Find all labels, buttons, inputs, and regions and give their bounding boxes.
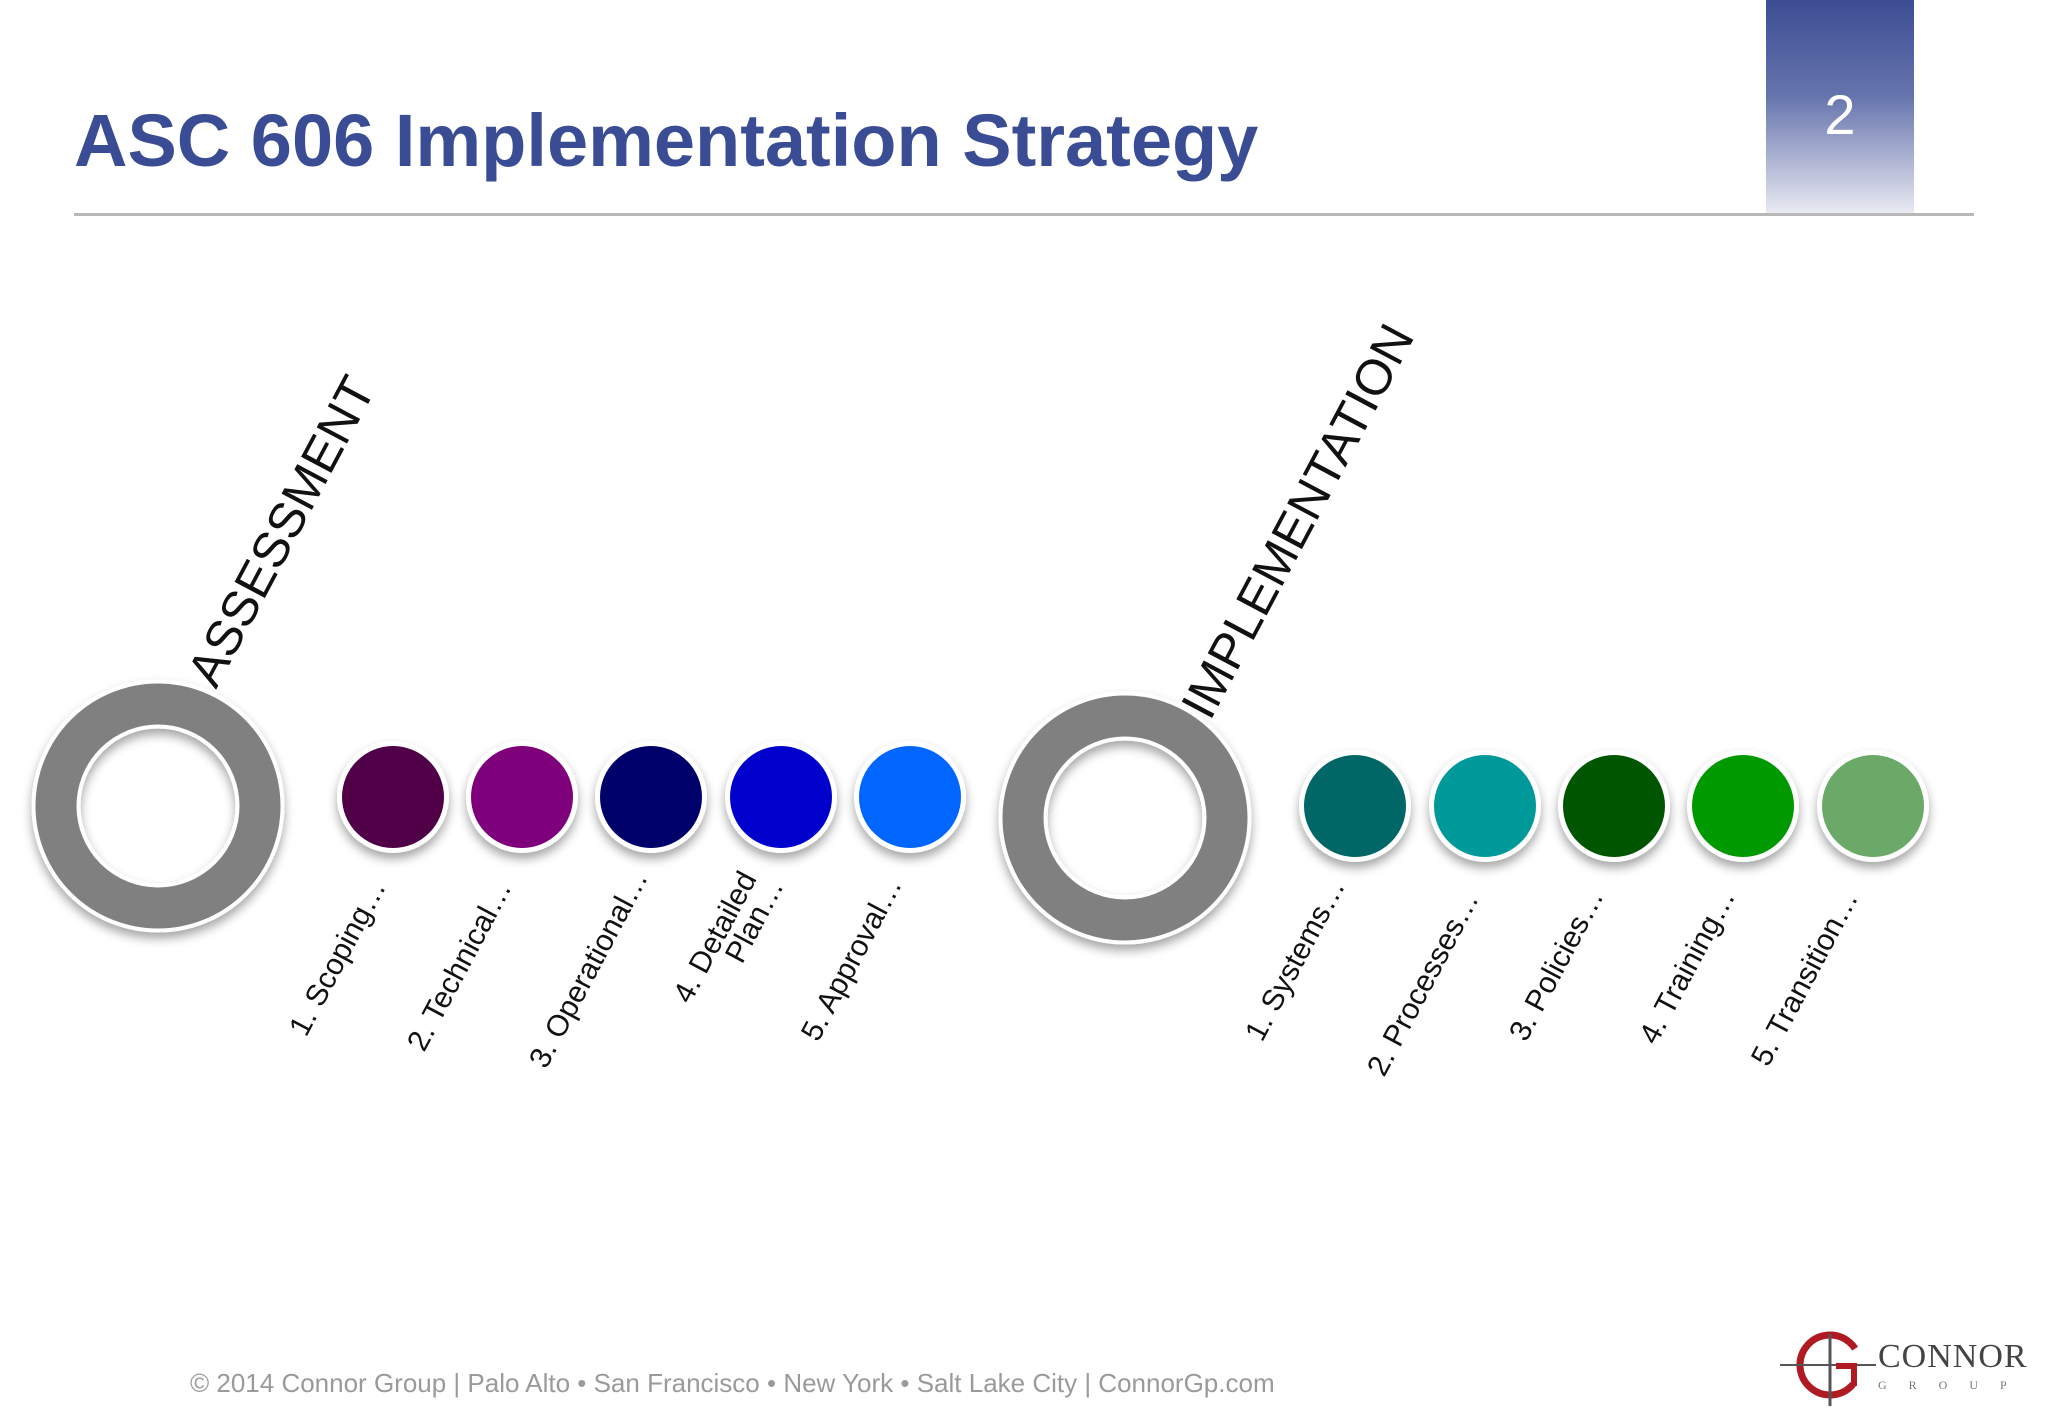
implementation-step-1-label: 1. Systems… (1239, 873, 1352, 1046)
implementation-step-2-label: 2. Processes… (1361, 886, 1486, 1081)
implementation-step-4-label: 4. Training… (1633, 884, 1742, 1050)
assessment-step-1-label: 1. Scoping… (283, 874, 393, 1041)
assessment-step-2-label: 2. Technical… (401, 875, 518, 1056)
implementation-step-5-label: 5. Transition… (1745, 885, 1865, 1071)
logo-wordmark: CONNOR (1878, 1338, 2028, 1375)
logo-mark-icon (1780, 1331, 1876, 1406)
title-divider (74, 213, 1974, 216)
connor-group-logo: CONNOR GROUP (1778, 1320, 2040, 1410)
assessment-step-3-label: 3. Operational… (523, 865, 655, 1073)
slide-title: ASC 606 Implementation Strategy (74, 99, 1259, 182)
phase-assessment: ASSESSMENT 1. Scoping… 2. Technical… 3. … (31, 367, 966, 1073)
phase-implementation: IMPLEMENTATION 1. Systems… 2. Processes…… (998, 315, 1929, 1081)
phase-label-implementation: IMPLEMENTATION (1170, 315, 1425, 727)
page-number-tab: 2 (1766, 0, 1914, 213)
phase-label-assessment: ASSESSMENT (176, 367, 386, 695)
implementation-step-3-label: 3. Policies… (1503, 884, 1610, 1047)
page-number: 2 (1824, 83, 1856, 146)
implementation-step-1: 1. Systems… (1239, 750, 1411, 1046)
implementation-ring (998, 691, 1252, 945)
assessment-ring (31, 679, 285, 933)
logo-subtitle: GROUP (1878, 1378, 2029, 1392)
assessment-step-5-label: 5. Approval… (795, 872, 909, 1047)
footer-text: © 2014 Connor Group | Palo Alto • San Fr… (190, 1368, 1275, 1398)
